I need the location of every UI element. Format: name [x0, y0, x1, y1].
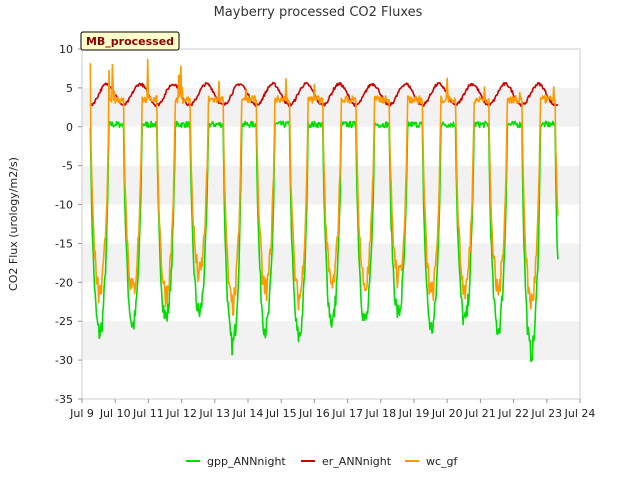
series-line-gpp_ANNnight — [89, 120, 559, 363]
y-tick-label: -10 — [55, 199, 73, 212]
x-tick-label: Jul 19 — [398, 407, 430, 420]
series-line-wc_gf — [89, 58, 559, 316]
badge-box — [80, 31, 180, 51]
y-tick-label: -25 — [55, 315, 73, 328]
x-tick-label: Jul 9 — [69, 407, 94, 420]
x-tick-label: Jul 14 — [232, 407, 264, 420]
y-tick-label: -35 — [55, 393, 73, 406]
x-tick-label: Jul 24 — [564, 407, 596, 420]
x-axis-ticks: Jul 9 Jul 10 Jul 11 Jul 12 Jul 13 Jul 14 Jul 1… — [69, 399, 595, 420]
legend-label-wc_gf: wc_gf — [426, 455, 459, 468]
legend: gpp_ANNnight er_ANNnight wc_gf — [186, 455, 459, 468]
x-tick-label: Jul 11 — [132, 407, 164, 420]
x-tick-label: Jul 15 — [265, 407, 297, 420]
series-line-er_ANNnight — [89, 81, 559, 108]
legend-label-er_ANNnight: er_ANNnight — [322, 455, 392, 468]
x-tick-label: Jul 13 — [198, 407, 230, 420]
chart-badge: MB_processed — [80, 31, 180, 51]
grid-band — [82, 165, 580, 205]
y-axis-label: CO2 Flux (urology/m2/s) — [7, 157, 20, 291]
x-tick-label: Jul 18 — [364, 407, 396, 420]
x-tick-label: Jul 10 — [99, 407, 131, 420]
x-tick-label: Jul 17 — [331, 407, 363, 420]
y-tick-label: -20 — [55, 276, 73, 289]
badge-label: MB_processed — [86, 35, 174, 48]
y-tick-label: -15 — [55, 237, 73, 250]
x-tick-label: Jul 20 — [431, 407, 463, 420]
y-tick-label: 10 — [59, 43, 73, 56]
grid-band — [82, 126, 580, 166]
x-tick-label: Jul 21 — [464, 407, 496, 420]
grid-band — [82, 204, 580, 244]
x-tick-label: Jul 22 — [497, 407, 529, 420]
x-tick-label: Jul 12 — [165, 407, 197, 420]
series-layer — [89, 58, 559, 363]
y-tick-label: -30 — [55, 354, 73, 367]
y-tick-label: 5 — [66, 82, 73, 95]
chart-title: Mayberry processed CO2 Fluxes — [214, 5, 423, 20]
y-tick-label: -5 — [62, 160, 73, 173]
plot-frame — [81, 48, 581, 400]
x-tick-label: Jul 23 — [530, 407, 562, 420]
grid-band — [82, 49, 580, 88]
legend-label-gpp_ANNnight: gpp_ANNnight — [207, 455, 286, 468]
grid-band — [82, 360, 580, 399]
y-tick-label: 0 — [66, 121, 73, 134]
y-axis-ticks: 10 5 0 -5 -10 -15 -20 -25 -30 -35 — [55, 43, 82, 406]
x-tick-label: Jul 16 — [298, 407, 330, 420]
